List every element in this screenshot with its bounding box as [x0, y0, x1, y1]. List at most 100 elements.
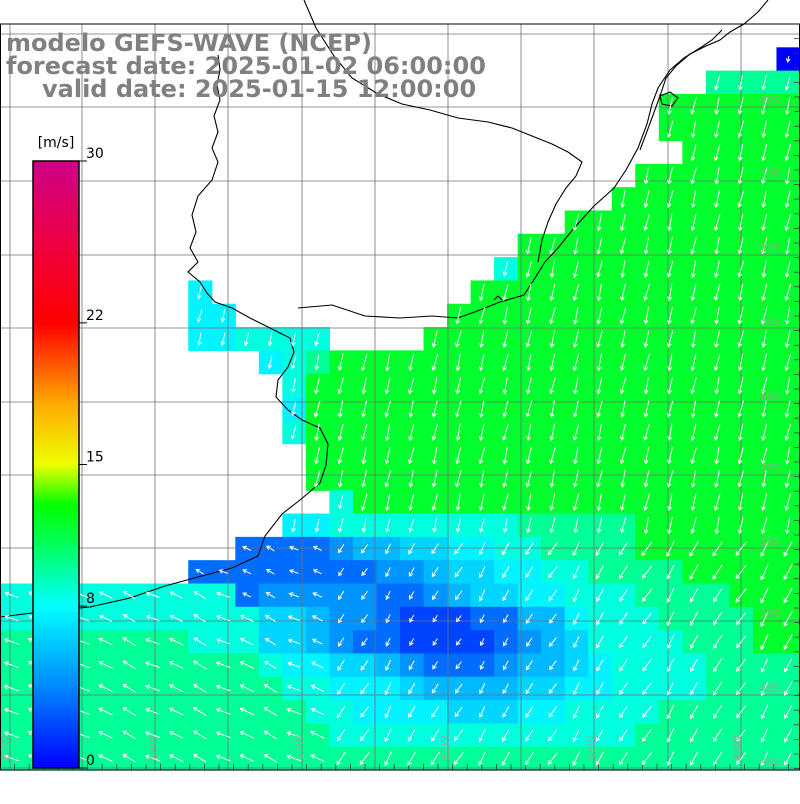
- wind-arrow: [144, 707, 161, 715]
- wind-arrow: [192, 753, 207, 763]
- wind-arrow: [454, 590, 463, 601]
- wind-arrow: [596, 705, 604, 719]
- wind-arrow: [549, 307, 556, 325]
- wind-arrow: [689, 704, 699, 720]
- wind-arrow: [408, 493, 415, 512]
- wind-arrow: [572, 728, 580, 743]
- wind-arrow: [784, 446, 791, 465]
- wind-arrow: [144, 661, 161, 669]
- wind-arrow: [760, 307, 768, 325]
- wind-arrow: [736, 635, 747, 649]
- wind-arrow: [595, 541, 605, 556]
- wind-arrow: [784, 74, 791, 91]
- wind-arrow: [713, 681, 723, 696]
- wind-arrow: [384, 446, 391, 465]
- wind-arrow: [784, 470, 791, 488]
- wind-arrow: [784, 377, 791, 395]
- wind-arrow: [314, 331, 320, 347]
- wind-arrow: [572, 565, 580, 579]
- wind-arrow: [311, 638, 323, 645]
- wind-arrow: [784, 120, 791, 139]
- wind-arrow: [215, 661, 231, 669]
- wind-arrow: [479, 660, 485, 670]
- wind-arrow: [736, 612, 747, 626]
- wind-arrow: [242, 569, 252, 575]
- wind-arrow: [314, 518, 320, 533]
- wind-arrow: [573, 446, 579, 465]
- wind-arrow: [784, 658, 793, 673]
- wind-arrow: [359, 752, 370, 766]
- wind-arrow: [760, 516, 768, 535]
- wind-arrow: [641, 728, 652, 742]
- wind-arrow: [547, 752, 558, 766]
- wind-arrow: [122, 707, 137, 717]
- lat-label: 39S: [760, 608, 781, 621]
- wind-arrow: [666, 564, 675, 580]
- wind-arrow: [737, 143, 744, 162]
- wind-arrow: [619, 589, 628, 602]
- wind-arrow: [573, 517, 579, 534]
- colorbar-tick-label: 22: [86, 308, 104, 324]
- wind-arrow: [337, 423, 344, 442]
- wind-arrow: [690, 516, 697, 535]
- wind-arrow: [736, 728, 747, 742]
- wind-arrow: [713, 283, 721, 302]
- wind-arrow: [337, 590, 345, 601]
- wind-arrow: [666, 470, 674, 488]
- wind-arrow: [643, 423, 650, 441]
- wind-arrow: [714, 97, 720, 115]
- wind-arrow: [98, 707, 113, 716]
- wind-arrow: [689, 588, 699, 603]
- wind-arrow: [760, 727, 769, 743]
- wind-arrow: [432, 518, 438, 533]
- wind-arrow: [643, 470, 650, 488]
- wind-arrow: [596, 659, 604, 672]
- wind-arrow: [215, 731, 231, 739]
- wind-arrow: [596, 682, 604, 695]
- wind-arrow: [783, 610, 793, 627]
- wind-arrow: [690, 190, 697, 209]
- wind-arrow: [666, 704, 675, 720]
- wind-arrow: [690, 330, 697, 348]
- wind-arrow: [195, 568, 205, 575]
- wind-arrow: [619, 493, 626, 512]
- wind-arrow: [596, 470, 603, 488]
- wind-arrow: [525, 660, 533, 671]
- wind-arrow: [666, 540, 675, 557]
- wind-arrow: [572, 751, 581, 766]
- wind-arrow: [193, 637, 207, 646]
- wind-arrow: [642, 659, 652, 672]
- wind-arrow: [714, 400, 720, 418]
- wind-arrow: [525, 729, 534, 742]
- wind-arrow: [432, 590, 439, 601]
- wind-arrow: [666, 727, 675, 743]
- wind-arrow: [666, 400, 674, 418]
- wind-arrow: [431, 400, 438, 418]
- wind-arrow: [384, 400, 392, 418]
- wind-arrow: [192, 730, 207, 740]
- wind-arrow: [526, 637, 533, 647]
- wind-arrow: [643, 516, 649, 535]
- wind-arrow: [144, 731, 161, 739]
- wind-arrow: [712, 564, 723, 580]
- colorbar-tick-label: 0: [86, 753, 95, 769]
- wind-arrow: [784, 237, 791, 255]
- wind-arrow: [714, 516, 720, 535]
- wind-arrow: [690, 237, 697, 255]
- wind-arrow: [690, 447, 697, 465]
- wind-arrow: [216, 614, 231, 622]
- wind-arrow: [98, 754, 113, 763]
- wind-arrow: [619, 423, 626, 442]
- wind-arrow: [620, 190, 626, 209]
- wind-arrow: [455, 470, 462, 488]
- wind-arrow: [454, 729, 464, 742]
- wind-arrow: [666, 260, 674, 278]
- wind-arrow: [620, 517, 627, 534]
- wind-arrow: [714, 237, 720, 255]
- wind-arrow: [737, 446, 744, 465]
- wind-arrow: [216, 591, 231, 598]
- wind-arrow: [196, 309, 203, 323]
- wind-arrow: [168, 637, 184, 646]
- lat-label: 37S: [760, 462, 781, 475]
- wind-arrow: [549, 353, 556, 372]
